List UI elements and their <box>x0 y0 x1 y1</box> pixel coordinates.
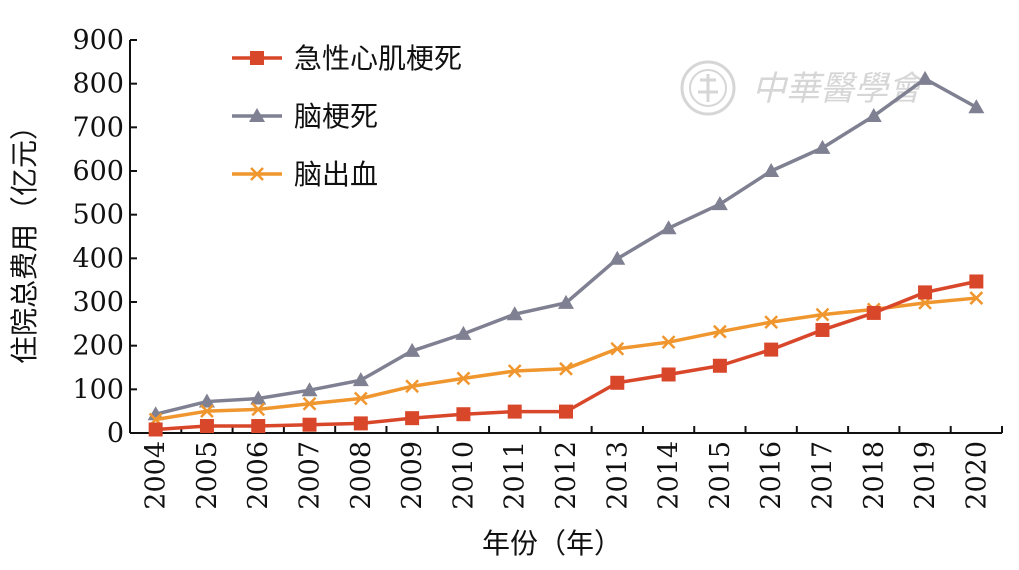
x-tick-label: 2015 <box>705 441 736 510</box>
y-tick-label: 300 <box>72 287 124 318</box>
data-point <box>969 274 984 289</box>
data-point <box>968 99 985 114</box>
y-axis-title: 住院总费用（亿元） <box>8 112 41 364</box>
x-tick-label: 2019 <box>910 441 941 510</box>
data-point <box>866 305 881 320</box>
legend-marker <box>250 51 264 65</box>
y-tick-label: 200 <box>72 331 124 362</box>
x-tick-label: 2007 <box>295 441 326 510</box>
data-point <box>558 294 574 309</box>
legend-label: 急性心肌梗死 <box>294 42 462 75</box>
data-point <box>148 422 163 437</box>
data-point <box>661 335 676 350</box>
data-point <box>352 372 369 387</box>
y-tick-label: 800 <box>72 69 124 100</box>
y-tick-label: 100 <box>72 374 124 405</box>
y-tick-label: 600 <box>72 156 124 187</box>
data-point <box>251 419 266 434</box>
data-point <box>507 404 522 419</box>
data-point <box>764 315 779 329</box>
data-point <box>711 196 728 211</box>
data-point <box>815 307 830 322</box>
watermark-seal-icon <box>680 60 736 116</box>
x-tick-label: 2005 <box>192 441 223 510</box>
data-point <box>506 306 523 321</box>
data-point <box>559 361 573 376</box>
data-point <box>198 393 215 408</box>
data-point <box>609 250 626 265</box>
data-point <box>815 322 830 337</box>
data-point <box>456 371 471 386</box>
legend-marker <box>249 108 265 122</box>
x-tick-label: 2006 <box>243 441 274 510</box>
data-point <box>660 220 677 235</box>
x-tick-label: 2020 <box>961 441 992 510</box>
x-tick-label: 2017 <box>807 441 838 510</box>
series-line <box>155 77 978 416</box>
legend-label: 脑出血 <box>294 158 378 191</box>
watermark: 中華醫學會 <box>680 60 927 116</box>
data-point <box>456 407 471 422</box>
series-x <box>148 291 984 427</box>
legend-item: 脑梗死 <box>232 100 378 133</box>
data-point <box>865 107 882 122</box>
legend-item: 脑出血 <box>232 158 378 191</box>
data-point <box>200 404 214 419</box>
x-tick-label: 2004 <box>141 441 172 510</box>
y-tick-label: 900 <box>72 25 124 56</box>
x-tick-label: 2013 <box>602 441 633 510</box>
data-point <box>764 342 779 357</box>
data-point <box>712 324 727 339</box>
data-point <box>918 285 933 300</box>
data-point <box>404 342 421 357</box>
series-triangle <box>147 70 985 421</box>
data-point <box>353 416 368 431</box>
data-point <box>917 70 934 85</box>
y-tick-label: 700 <box>72 112 124 143</box>
axes: 0 100 200 300 400 500 600 700 800 900 2004 2005 2006… <box>72 25 1003 510</box>
data-point <box>250 390 267 405</box>
series-layer <box>147 70 985 437</box>
data-point <box>302 417 317 432</box>
x-tick-label: 2009 <box>397 441 428 510</box>
y-tick-label: 0 <box>107 418 124 449</box>
data-point <box>353 391 368 406</box>
data-point <box>969 291 984 305</box>
series-line <box>155 296 977 422</box>
data-point <box>814 139 831 154</box>
series-square <box>148 274 984 437</box>
y-tick-label: 500 <box>72 200 124 231</box>
legend-item: 急性心肌梗死 <box>232 42 462 75</box>
data-point <box>405 411 420 426</box>
data-point <box>302 396 317 411</box>
data-point <box>455 325 472 340</box>
data-point <box>251 402 266 417</box>
x-tick-label: 2010 <box>448 441 479 510</box>
x-tick-label: 2011 <box>500 441 531 510</box>
data-point <box>763 163 780 177</box>
legend-marker <box>250 167 264 181</box>
watermark-text: 中華醫學會 <box>752 69 927 109</box>
data-point <box>559 404 573 419</box>
data-point <box>610 341 625 356</box>
data-point <box>199 419 214 434</box>
x-tick-label: 2008 <box>346 441 377 510</box>
data-point <box>661 367 676 382</box>
x-tick-label: 2012 <box>551 441 582 510</box>
data-point <box>712 358 727 373</box>
data-point <box>507 364 522 378</box>
data-point <box>301 382 318 397</box>
x-tick-label: 2014 <box>654 441 685 510</box>
data-point <box>405 379 420 394</box>
y-tick-label: 400 <box>72 243 124 274</box>
legend-label: 脑梗死 <box>294 100 378 133</box>
x-tick-label: 2018 <box>859 441 890 510</box>
x-tick-label: 2016 <box>756 441 787 510</box>
x-axis-title: 年份（年） <box>482 527 622 560</box>
data-point <box>610 375 625 390</box>
